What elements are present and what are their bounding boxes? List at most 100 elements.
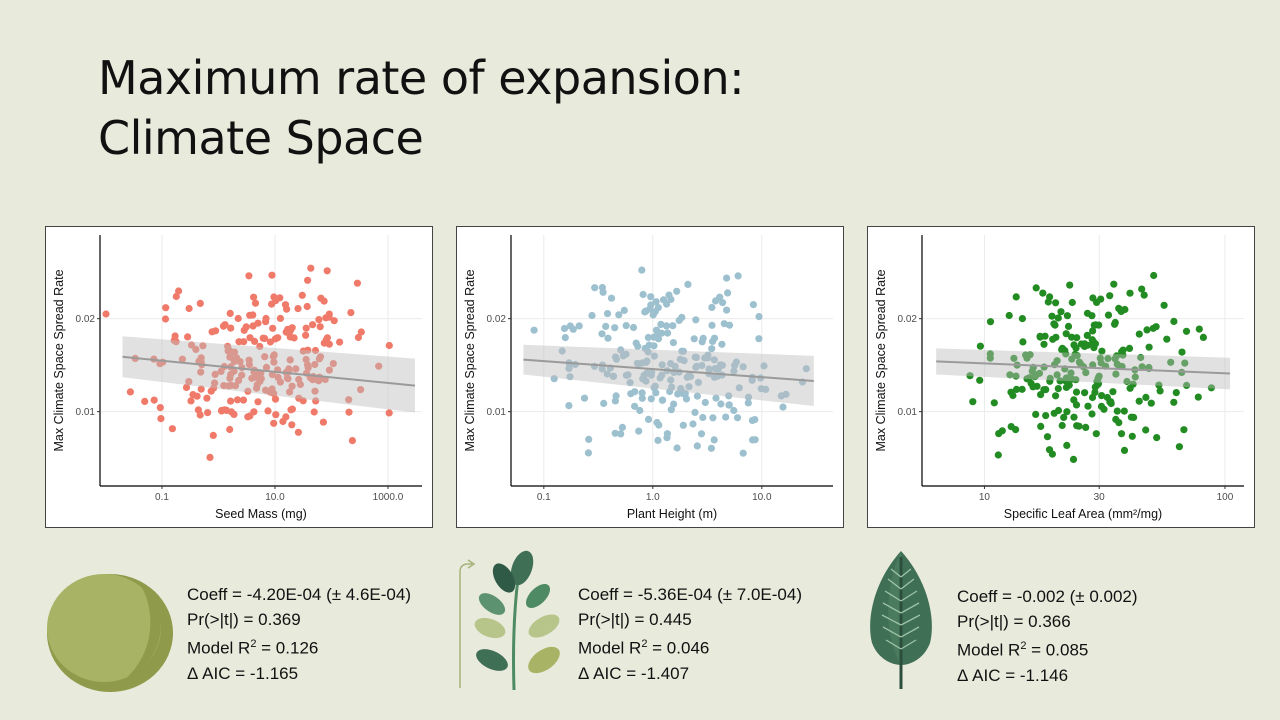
data-point [197, 385, 205, 393]
data-point [636, 406, 644, 415]
data-point [682, 395, 691, 403]
data-point [666, 387, 674, 396]
data-point [206, 453, 214, 461]
data-point [1084, 402, 1092, 410]
data-point [611, 429, 619, 437]
aic-text: Δ AIC = -1.146 [957, 665, 1069, 685]
data-point [647, 395, 655, 403]
data-point [994, 451, 1002, 459]
data-point [1127, 413, 1135, 421]
data-point [585, 435, 593, 443]
data-point [272, 411, 280, 419]
data-point [345, 408, 353, 416]
data-point [757, 385, 765, 393]
data-point [986, 354, 994, 362]
data-point [1027, 379, 1035, 387]
data-point [189, 391, 197, 399]
data-point [635, 427, 643, 435]
data-point [1093, 298, 1101, 306]
data-point [749, 436, 757, 444]
title-line-1: Maximum rate of expansion: [98, 51, 745, 105]
r2-text: Model R2 = 0.126 [187, 638, 319, 658]
data-point [670, 400, 678, 408]
data-point [279, 417, 287, 426]
seed-icon [47, 574, 173, 692]
data-point [802, 365, 810, 373]
data-point [1153, 434, 1161, 442]
data-point [246, 311, 254, 319]
data-point [1063, 312, 1071, 320]
data-point [566, 373, 574, 381]
data-point [304, 346, 312, 354]
x-axis-label: Seed Mass (mg) [215, 507, 307, 521]
data-point [1088, 312, 1096, 320]
data-point [1088, 410, 1096, 418]
data-point [575, 322, 583, 330]
x-tick-label: 100 [1217, 492, 1234, 503]
data-point [1068, 298, 1076, 307]
data-point [240, 338, 248, 346]
data-point [691, 408, 699, 416]
data-point [209, 431, 217, 439]
data-point [199, 342, 207, 350]
data-point [161, 315, 170, 323]
data-point [204, 409, 212, 417]
data-point [779, 403, 787, 411]
data-point [211, 370, 219, 378]
data-point [716, 361, 724, 369]
slide-title: Maximum rate of expansion: Climate Space [98, 48, 745, 168]
data-point [651, 382, 659, 390]
title-line-2: Climate Space [98, 111, 424, 165]
data-point [677, 384, 685, 393]
data-point [1135, 397, 1143, 405]
data-point [639, 290, 647, 299]
data-point [221, 321, 229, 329]
data-point [1155, 381, 1163, 389]
data-point [212, 327, 220, 335]
data-point [196, 299, 204, 307]
data-point [294, 305, 302, 313]
data-point [565, 364, 573, 373]
data-point [235, 376, 243, 384]
data-point [1149, 324, 1157, 332]
data-point [641, 308, 649, 316]
data-point [256, 377, 264, 386]
data-point [744, 399, 752, 407]
data-point [624, 371, 632, 379]
data-point [550, 375, 558, 383]
data-point [227, 324, 235, 332]
data-point [725, 392, 733, 400]
data-point [692, 353, 700, 361]
data-point [1067, 369, 1075, 377]
data-point [1090, 321, 1098, 329]
p-value-text: Pr(>|t|) = 0.369 [187, 610, 301, 629]
data-point [561, 334, 569, 342]
data-point [685, 383, 693, 391]
data-point [307, 264, 315, 272]
data-point [1163, 335, 1171, 343]
data-point [629, 323, 638, 332]
data-point [1145, 343, 1153, 351]
data-point [375, 362, 383, 370]
data-point [238, 371, 246, 379]
data-point [642, 377, 650, 385]
data-point [1109, 388, 1117, 396]
data-point [1131, 373, 1139, 381]
data-point [1081, 389, 1089, 397]
data-point [667, 376, 675, 384]
data-point [684, 280, 692, 288]
data-point [1066, 281, 1074, 289]
data-point [1182, 327, 1191, 335]
data-point [245, 361, 253, 369]
data-point [269, 324, 277, 332]
data-point [627, 390, 635, 398]
data-point [268, 371, 276, 379]
data-point [612, 392, 620, 400]
data-point [311, 360, 319, 369]
data-point [699, 413, 707, 422]
data-point [1046, 377, 1054, 385]
y-tick-label: 0.02 [76, 314, 96, 325]
data-point [673, 287, 681, 295]
data-point [315, 316, 323, 324]
y-tick-label: 0.02 [487, 314, 507, 325]
